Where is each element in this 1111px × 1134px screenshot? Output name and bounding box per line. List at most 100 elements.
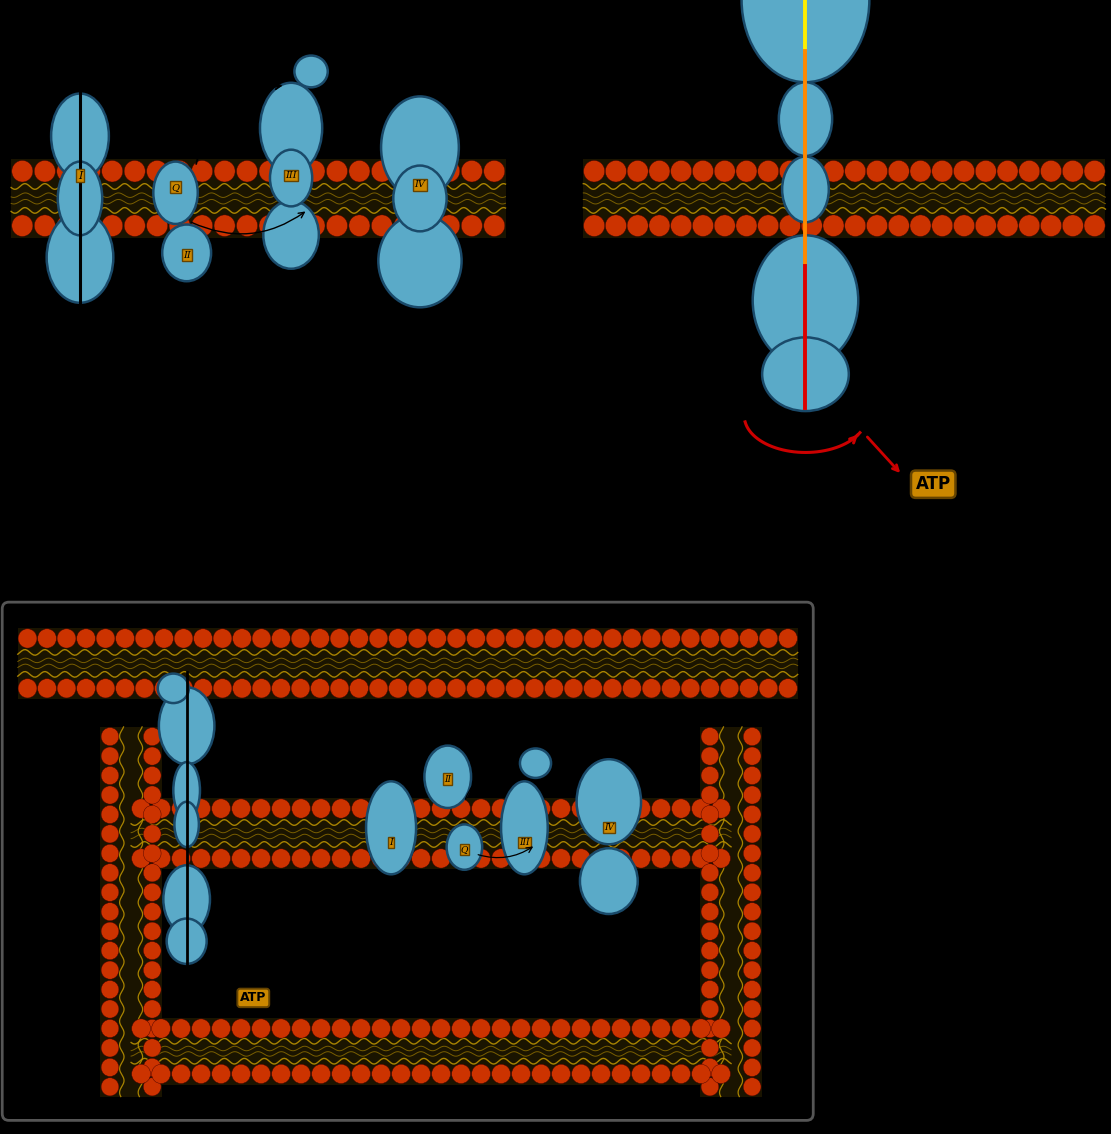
Circle shape xyxy=(801,215,822,237)
Circle shape xyxy=(651,798,670,819)
Circle shape xyxy=(452,1018,471,1039)
Circle shape xyxy=(571,1064,591,1084)
Circle shape xyxy=(681,678,700,699)
Circle shape xyxy=(649,161,670,183)
Circle shape xyxy=(531,1064,550,1084)
Circle shape xyxy=(544,628,563,649)
Circle shape xyxy=(431,1018,451,1039)
Circle shape xyxy=(132,1064,151,1084)
Circle shape xyxy=(169,215,190,237)
Circle shape xyxy=(391,848,411,869)
Circle shape xyxy=(101,1058,119,1076)
Circle shape xyxy=(701,960,719,979)
Ellipse shape xyxy=(762,338,849,412)
Circle shape xyxy=(428,678,447,699)
Circle shape xyxy=(143,1077,161,1095)
Circle shape xyxy=(492,1018,510,1039)
Ellipse shape xyxy=(378,214,462,307)
Circle shape xyxy=(592,798,611,819)
Circle shape xyxy=(735,215,757,237)
Ellipse shape xyxy=(270,150,312,206)
Circle shape xyxy=(612,798,631,819)
Circle shape xyxy=(231,1018,250,1039)
Circle shape xyxy=(671,161,692,183)
Circle shape xyxy=(211,798,231,819)
Circle shape xyxy=(1062,161,1083,183)
Circle shape xyxy=(271,848,291,869)
Circle shape xyxy=(101,786,119,804)
Circle shape xyxy=(506,678,524,699)
Circle shape xyxy=(331,1018,351,1039)
Circle shape xyxy=(174,678,193,699)
Circle shape xyxy=(439,215,460,237)
Circle shape xyxy=(506,628,524,649)
Circle shape xyxy=(701,678,720,699)
Circle shape xyxy=(447,678,466,699)
Ellipse shape xyxy=(51,94,109,179)
Circle shape xyxy=(671,848,690,869)
Circle shape xyxy=(642,628,661,649)
Circle shape xyxy=(143,864,161,882)
Circle shape xyxy=(780,215,801,237)
Circle shape xyxy=(271,1018,291,1039)
Circle shape xyxy=(552,1018,571,1039)
Circle shape xyxy=(252,628,271,649)
Circle shape xyxy=(371,215,392,237)
Circle shape xyxy=(439,161,460,183)
Circle shape xyxy=(759,628,778,649)
Circle shape xyxy=(38,678,57,699)
Circle shape xyxy=(143,1019,161,1038)
Circle shape xyxy=(151,798,171,819)
Circle shape xyxy=(975,161,997,183)
Circle shape xyxy=(701,864,719,882)
Circle shape xyxy=(720,678,739,699)
Circle shape xyxy=(651,848,670,869)
Ellipse shape xyxy=(779,83,832,155)
Circle shape xyxy=(171,798,191,819)
Circle shape xyxy=(389,678,408,699)
Circle shape xyxy=(312,1064,331,1084)
Circle shape xyxy=(291,678,310,699)
Circle shape xyxy=(661,628,680,649)
Circle shape xyxy=(12,161,33,183)
Circle shape xyxy=(701,786,719,804)
Circle shape xyxy=(351,798,371,819)
Circle shape xyxy=(1062,215,1083,237)
Circle shape xyxy=(592,1064,611,1084)
Circle shape xyxy=(124,215,146,237)
Circle shape xyxy=(592,848,611,869)
Text: II: II xyxy=(444,775,451,784)
Circle shape xyxy=(447,628,466,649)
Circle shape xyxy=(701,981,719,999)
Circle shape xyxy=(143,1000,161,1018)
Circle shape xyxy=(714,215,735,237)
Circle shape xyxy=(631,1018,651,1039)
Circle shape xyxy=(151,1064,171,1084)
Circle shape xyxy=(211,1018,231,1039)
Ellipse shape xyxy=(580,848,638,914)
Circle shape xyxy=(101,1000,119,1018)
Ellipse shape xyxy=(753,236,859,366)
Circle shape xyxy=(411,1018,431,1039)
Circle shape xyxy=(1019,215,1040,237)
Circle shape xyxy=(552,848,571,869)
Circle shape xyxy=(371,798,391,819)
Circle shape xyxy=(932,215,953,237)
Bar xyxy=(11,160,506,237)
Circle shape xyxy=(101,941,119,959)
Circle shape xyxy=(701,922,719,940)
Circle shape xyxy=(147,215,168,237)
Circle shape xyxy=(953,161,974,183)
Circle shape xyxy=(34,161,56,183)
Circle shape xyxy=(583,678,602,699)
Ellipse shape xyxy=(47,212,113,303)
Text: ATP: ATP xyxy=(915,475,951,493)
Circle shape xyxy=(101,767,119,785)
Text: II: II xyxy=(183,251,190,260)
Text: Q: Q xyxy=(461,845,468,854)
Circle shape xyxy=(583,161,604,183)
Circle shape xyxy=(471,1018,491,1039)
Circle shape xyxy=(96,678,114,699)
Circle shape xyxy=(291,798,310,819)
Circle shape xyxy=(571,1018,591,1039)
